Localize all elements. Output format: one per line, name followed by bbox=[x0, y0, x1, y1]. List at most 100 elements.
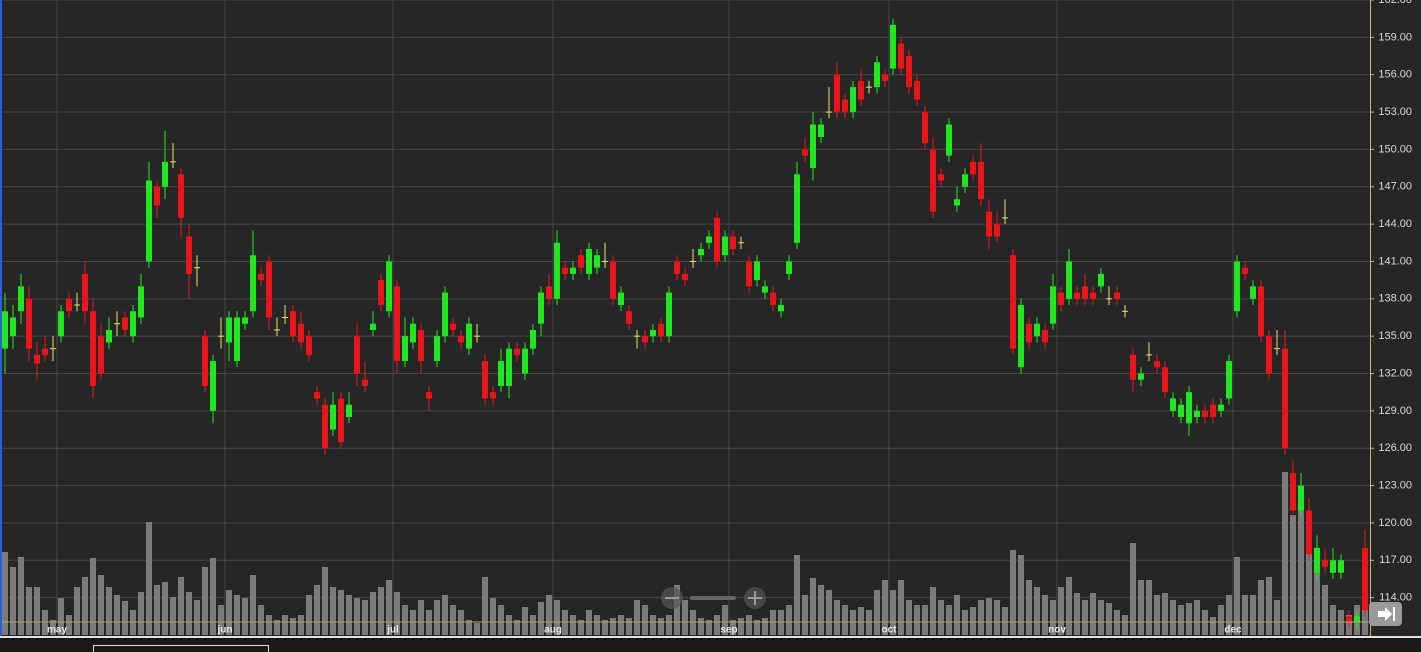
y-tick-label: 150.00 bbox=[1378, 143, 1412, 155]
volume-bar bbox=[74, 587, 80, 635]
candle-body bbox=[1170, 398, 1176, 411]
candle-body bbox=[1202, 410, 1208, 418]
candle-body bbox=[938, 174, 944, 181]
candle-body bbox=[290, 311, 296, 337]
candle-body bbox=[1018, 305, 1024, 368]
volume-bar bbox=[1146, 580, 1152, 635]
volume-bar bbox=[1066, 577, 1072, 635]
volume-bar bbox=[1162, 593, 1168, 635]
volume-bar bbox=[1274, 600, 1280, 635]
volume-bar bbox=[698, 618, 704, 635]
volume-bar bbox=[490, 598, 496, 635]
candle-body bbox=[162, 161, 168, 187]
volume-bar bbox=[370, 592, 376, 635]
volume-bar bbox=[922, 605, 928, 635]
candle-body bbox=[682, 273, 688, 281]
candle-body bbox=[538, 292, 544, 324]
volume-bar bbox=[1226, 595, 1232, 635]
volume-bar bbox=[722, 605, 728, 635]
y-tick-label: 117.00 bbox=[1379, 554, 1412, 566]
volume-bar bbox=[210, 558, 216, 635]
volume-bar bbox=[306, 595, 312, 635]
x-tick-label: jul bbox=[386, 625, 399, 636]
candle-body bbox=[1194, 410, 1200, 418]
volume-bar bbox=[162, 582, 168, 635]
candle-body bbox=[810, 124, 816, 169]
x-tick-label: nov bbox=[1048, 625, 1066, 636]
volume-bar bbox=[810, 578, 816, 635]
navigator-box[interactable] bbox=[93, 645, 269, 652]
y-tick-label: 114.00 bbox=[1379, 592, 1412, 604]
candle-body bbox=[650, 329, 656, 337]
scroll-end-button[interactable] bbox=[1369, 602, 1402, 626]
candle-body bbox=[586, 249, 592, 274]
candle-body bbox=[730, 236, 736, 250]
volume-bar bbox=[858, 607, 864, 635]
candle-body bbox=[1186, 392, 1192, 424]
candle-body bbox=[386, 261, 392, 312]
volume-bar bbox=[1170, 600, 1176, 635]
candle-body bbox=[1162, 367, 1168, 393]
volume-bar bbox=[634, 600, 640, 635]
zoom-slider[interactable] bbox=[690, 596, 736, 600]
x-tick-label: aug bbox=[544, 625, 562, 636]
candle-body bbox=[970, 161, 976, 175]
volume-bar bbox=[1050, 600, 1056, 635]
volume-bar bbox=[34, 587, 40, 635]
volume-bar bbox=[1122, 615, 1128, 635]
candle-body bbox=[362, 379, 368, 386]
left-border bbox=[0, 0, 2, 636]
volume-bar bbox=[682, 600, 688, 635]
candle-body bbox=[666, 292, 672, 337]
candle-body bbox=[986, 211, 992, 237]
volume-bar bbox=[730, 620, 736, 635]
candle-body bbox=[578, 255, 584, 268]
volume-bar bbox=[1130, 543, 1136, 635]
candle-body bbox=[674, 261, 680, 274]
volume-bar bbox=[338, 590, 344, 635]
volume-bar bbox=[1314, 570, 1320, 635]
candle-body bbox=[978, 161, 984, 200]
volume-bar bbox=[26, 587, 32, 635]
volume-bar bbox=[186, 592, 192, 635]
volume-bar bbox=[1266, 577, 1272, 635]
volume-bar bbox=[434, 600, 440, 635]
candle-body bbox=[546, 286, 552, 299]
candle-body bbox=[802, 149, 808, 156]
candle-body bbox=[722, 236, 728, 256]
candle-body bbox=[330, 404, 336, 430]
volume-bar bbox=[194, 600, 200, 635]
candle-body bbox=[82, 273, 88, 312]
volume-bar bbox=[874, 590, 880, 635]
volume-bar bbox=[218, 605, 224, 635]
volume-bar bbox=[138, 592, 144, 635]
zoom-out-icon bbox=[665, 597, 679, 599]
candle-body bbox=[1354, 616, 1360, 623]
candle-body bbox=[26, 298, 32, 349]
candle-body bbox=[754, 261, 760, 281]
volume-bar bbox=[394, 592, 400, 635]
volume-bar bbox=[1306, 545, 1312, 635]
candle-body bbox=[490, 392, 496, 399]
volume-bar bbox=[1322, 585, 1328, 635]
candle-body bbox=[1362, 547, 1368, 611]
candle-body bbox=[314, 392, 320, 399]
volume-bar bbox=[378, 587, 384, 635]
candle-body bbox=[210, 361, 216, 411]
candle-body bbox=[1050, 286, 1056, 324]
x-tick-label: dec bbox=[1224, 625, 1242, 636]
candle-body bbox=[2, 311, 8, 349]
volume-bar bbox=[530, 615, 536, 635]
volume-bar bbox=[882, 580, 888, 635]
candle-body bbox=[618, 292, 624, 306]
volume-bar bbox=[82, 577, 88, 635]
volume-bar bbox=[154, 585, 160, 635]
candle-body bbox=[906, 56, 912, 88]
candle-body bbox=[746, 261, 752, 287]
x-tick-label: jun bbox=[217, 625, 233, 636]
volume-bar bbox=[346, 595, 352, 635]
candle-body bbox=[266, 261, 272, 318]
candle-body bbox=[698, 249, 704, 256]
volume-bar bbox=[514, 620, 520, 635]
candle-body bbox=[466, 323, 472, 349]
